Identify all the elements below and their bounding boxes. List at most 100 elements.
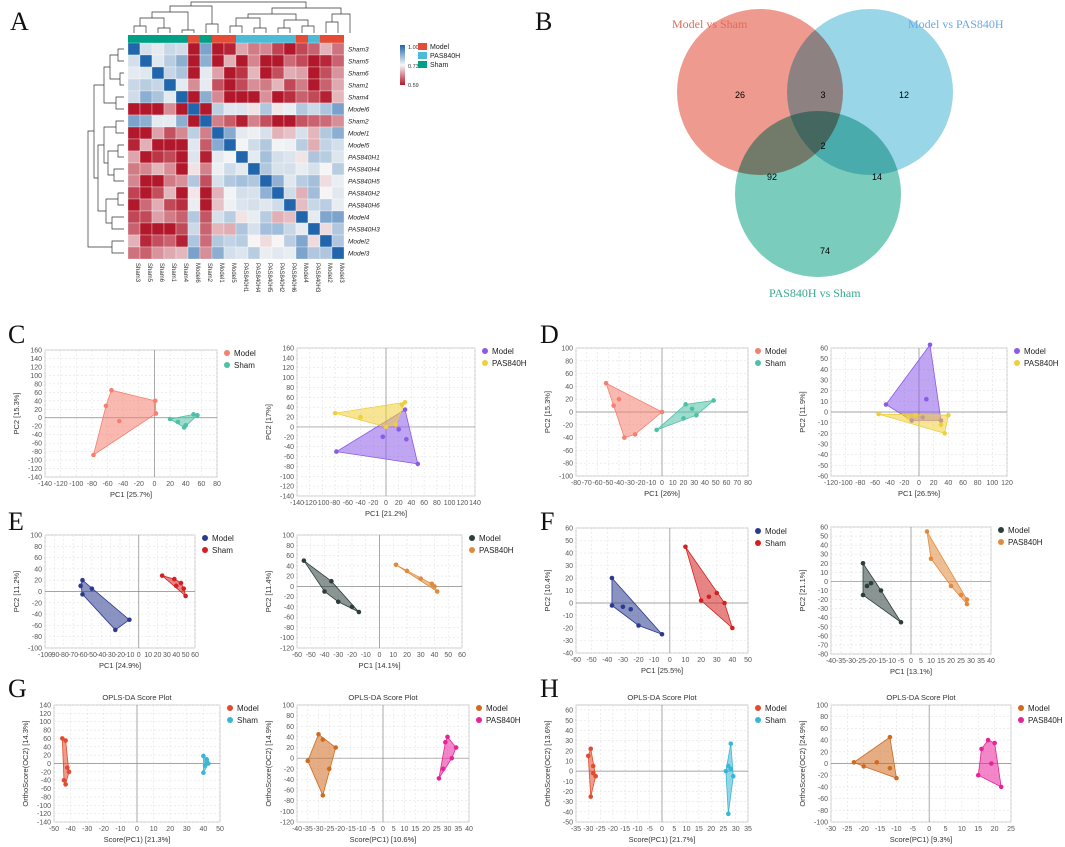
heatmap-cell — [247, 126, 261, 140]
heatmap-cell — [211, 150, 225, 164]
heatmap-cell — [139, 114, 153, 128]
heatmap-cell — [235, 78, 249, 92]
score-plot-e1: -100-90 -80 -70 -60 -50 -40 -30 -20 -10 0 10 20 30 40… — [12, 533, 234, 671]
heatmap-cell — [295, 90, 309, 104]
heatmap-cell — [247, 102, 261, 116]
data-point-model — [103, 403, 109, 409]
heatmap-col-label: Sham3 — [134, 263, 140, 283]
x-tick-label: 140 — [469, 500, 481, 507]
x-tick-label: -10 — [886, 658, 896, 665]
legend-marker — [1014, 360, 1020, 366]
legend-label: Model — [765, 704, 787, 713]
x-tick-label: -60 — [102, 481, 112, 488]
heatmap-cell — [319, 246, 333, 260]
y-tick-label: 80 — [286, 385, 294, 392]
heatmap-cell — [187, 102, 201, 116]
x-tick-label: -10 — [124, 652, 134, 659]
heatmap-cell — [307, 174, 321, 188]
x-tick-label: -120 — [54, 481, 68, 488]
heatmap-cell — [175, 150, 189, 164]
legend-label: Model — [479, 534, 501, 543]
data-point-sham — [181, 586, 187, 591]
y-tick-label: -20 — [818, 773, 828, 780]
heatmap-legend-label: PAS840H — [430, 53, 460, 60]
heatmap-row-label: PAS840H3 — [348, 227, 380, 234]
heatmap-cell — [247, 210, 261, 224]
y-tick-label: -60 — [284, 615, 294, 622]
data-point-sham — [694, 412, 699, 418]
data-point-model — [396, 427, 402, 432]
data-point-model — [80, 592, 85, 597]
heatmap-cell — [259, 138, 273, 152]
heatmap-cell — [331, 222, 345, 236]
heatmap-cell — [247, 150, 261, 164]
y-tick-label: -40 — [284, 444, 294, 451]
x-tick-label: -30 — [826, 826, 836, 833]
x-axis-label: PC1 [14.1%] — [358, 661, 400, 670]
data-point-model — [64, 765, 70, 770]
heatmap-cell — [307, 138, 321, 152]
data-point-model — [868, 580, 874, 586]
legend-label: Model — [1024, 347, 1046, 356]
heatmap-col-label: PAS840H4 — [254, 263, 260, 293]
y-tick-label: 140 — [39, 703, 51, 710]
x-tick-label: -120 — [303, 500, 317, 507]
heatmap-cell — [139, 234, 153, 248]
data-point-sham — [722, 600, 727, 606]
x-tick-label: -30 — [625, 480, 635, 487]
heatmap-cell — [139, 126, 153, 140]
heatmap-cell — [235, 114, 249, 128]
heatmap-cell — [163, 138, 177, 152]
y-tick-label: 80 — [820, 714, 828, 721]
legend-marker — [482, 360, 488, 366]
y-tick-label: -60 — [818, 796, 828, 803]
data-point-sham — [201, 753, 206, 759]
x-tick-label: -20 — [633, 657, 643, 664]
heatmap-cell — [163, 66, 177, 80]
heatmap-group-cell — [224, 35, 236, 43]
y-axis-label: PC2 [10.4%] — [543, 569, 552, 611]
heatmap-col-label: Model4 — [302, 263, 308, 283]
data-point-pas840h — [905, 415, 911, 420]
y-tick-label: -60 — [41, 786, 51, 793]
heatmap-cell — [319, 174, 333, 188]
x-tick-label: -15 — [875, 826, 885, 833]
heatmap-cell — [295, 210, 309, 224]
heatmap-cell — [127, 186, 141, 200]
heatmap-cell — [223, 114, 237, 128]
x-tick-label: 40 — [172, 652, 180, 659]
heatmap-cell — [271, 90, 285, 104]
x-tick-label: 15 — [411, 826, 419, 833]
heatmap-cell — [271, 246, 285, 260]
heatmap-cell — [187, 42, 201, 56]
heatmap-cell — [283, 198, 297, 212]
heatmap-cell — [247, 78, 261, 92]
data-point-model — [333, 745, 339, 750]
data-point-pas840h — [443, 739, 448, 745]
y-tick-label: 20 — [565, 576, 573, 583]
data-point-sham — [201, 770, 206, 775]
heatmap-cell — [319, 102, 333, 116]
x-tick-label: -5 — [647, 826, 653, 833]
y-tick-label: -20 — [818, 431, 828, 438]
heatmap-col-label: PAS840H3 — [314, 263, 320, 293]
y-tick-label: -20 — [32, 424, 42, 431]
x-tick-label: -20 — [608, 826, 618, 833]
heatmap-cell — [235, 54, 249, 68]
heatmap-cell — [163, 126, 177, 140]
y-tick-label: -80 — [41, 794, 51, 801]
venn-circle-pas840h-vs-sham — [735, 111, 901, 277]
heatmap-cell — [151, 162, 165, 176]
y-tick-label: -10 — [818, 588, 828, 595]
heatmap-cell — [211, 198, 225, 212]
heatmap-row-label: Model1 — [348, 131, 370, 138]
heatmap-group-cell — [308, 35, 320, 43]
y-tick-label: 0 — [824, 410, 828, 417]
score-plot-f2: -40 -35 -30 -25 -20 -15 -10 -5 0 5 10 15 20 25 30 35 40-… — [798, 525, 1043, 677]
heatmap-cell — [223, 150, 237, 164]
x-tick-label: -80 — [87, 481, 97, 488]
data-point-pas840h — [989, 761, 994, 766]
x-tick-label: -60 — [592, 480, 602, 487]
x-tick-label: 40 — [408, 500, 416, 507]
score-plot-g1: -50 -40 -30 -20 -10 0 10 20 30 40 50-140-120-100-8… — [21, 693, 259, 844]
